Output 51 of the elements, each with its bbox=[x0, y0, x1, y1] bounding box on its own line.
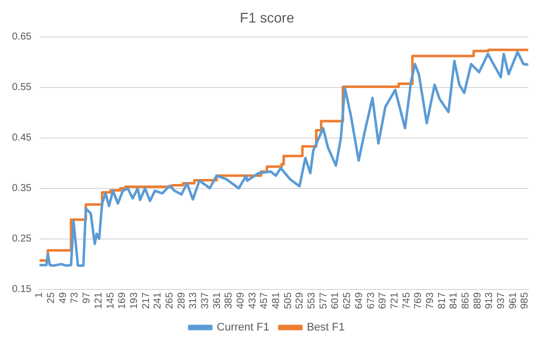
y-tick-label: 0.55 bbox=[12, 82, 32, 94]
x-tick-label: 409 bbox=[236, 292, 247, 310]
x-tick-label: 73 bbox=[70, 292, 81, 304]
x-tick-label: 97 bbox=[82, 292, 93, 304]
x-tick-label: 289 bbox=[176, 292, 188, 310]
x-tick-label: 721 bbox=[389, 292, 400, 310]
legend-label: Current F1 bbox=[216, 322, 270, 334]
x-tick-label: 121 bbox=[93, 292, 104, 310]
x-tick-label: 673 bbox=[366, 292, 377, 310]
chart-title: F1 score bbox=[240, 9, 294, 26]
x-tick-label: 793 bbox=[424, 292, 436, 310]
x-tick-label: 361 bbox=[212, 292, 223, 310]
x-tick-label: 313 bbox=[188, 292, 200, 310]
x-tick-label: 913 bbox=[484, 292, 496, 310]
x-tick-label: 217 bbox=[140, 292, 152, 310]
x-tick-label: 457 bbox=[259, 292, 270, 310]
legend-label: Best F1 bbox=[306, 322, 345, 334]
x-tick-label: 145 bbox=[105, 292, 116, 310]
x-tick-label: 649 bbox=[354, 292, 365, 310]
x-tick-label: 817 bbox=[436, 292, 448, 310]
x-tick-label: 553 bbox=[306, 292, 318, 310]
x-tick-label: 433 bbox=[247, 292, 258, 310]
x-tick-label: 961 bbox=[508, 292, 519, 310]
x-tick-label: 385 bbox=[224, 292, 235, 310]
x-tick-label: 241 bbox=[152, 292, 164, 310]
y-tick-label: 0.35 bbox=[12, 183, 32, 194]
x-tick-label: 745 bbox=[401, 292, 412, 310]
x-tick-label: 697 bbox=[378, 292, 389, 310]
x-tick-label: 529 bbox=[294, 292, 306, 310]
x-tick-label: 625 bbox=[342, 292, 354, 310]
x-tick-label: 937 bbox=[496, 292, 507, 310]
x-tick-label: 481 bbox=[271, 292, 282, 310]
x-tick-label: 889 bbox=[472, 292, 484, 310]
x-tick-label: 865 bbox=[460, 292, 472, 310]
y-tick-label: 0.15 bbox=[12, 284, 32, 296]
x-tick-label: 601 bbox=[330, 292, 342, 310]
y-tick-label: 0.25 bbox=[12, 234, 32, 245]
x-tick-label: 337 bbox=[200, 292, 211, 310]
y-tick-label: 0.65 bbox=[12, 32, 32, 43]
x-tick-label: 169 bbox=[117, 292, 128, 310]
x-tick-label: 769 bbox=[413, 292, 424, 310]
x-tick-label: 25 bbox=[46, 292, 58, 304]
x-tick-label: 841 bbox=[448, 292, 460, 310]
y-tick-label: 0.45 bbox=[12, 132, 32, 144]
x-tick-label: 265 bbox=[164, 292, 176, 310]
x-tick-label: 985 bbox=[520, 292, 531, 310]
x-tick-label: 193 bbox=[128, 292, 140, 310]
x-tick-label: 1 bbox=[34, 292, 46, 298]
x-tick-label: 577 bbox=[318, 292, 330, 310]
x-tick-label: 49 bbox=[58, 292, 69, 304]
x-tick-label: 505 bbox=[282, 292, 294, 310]
